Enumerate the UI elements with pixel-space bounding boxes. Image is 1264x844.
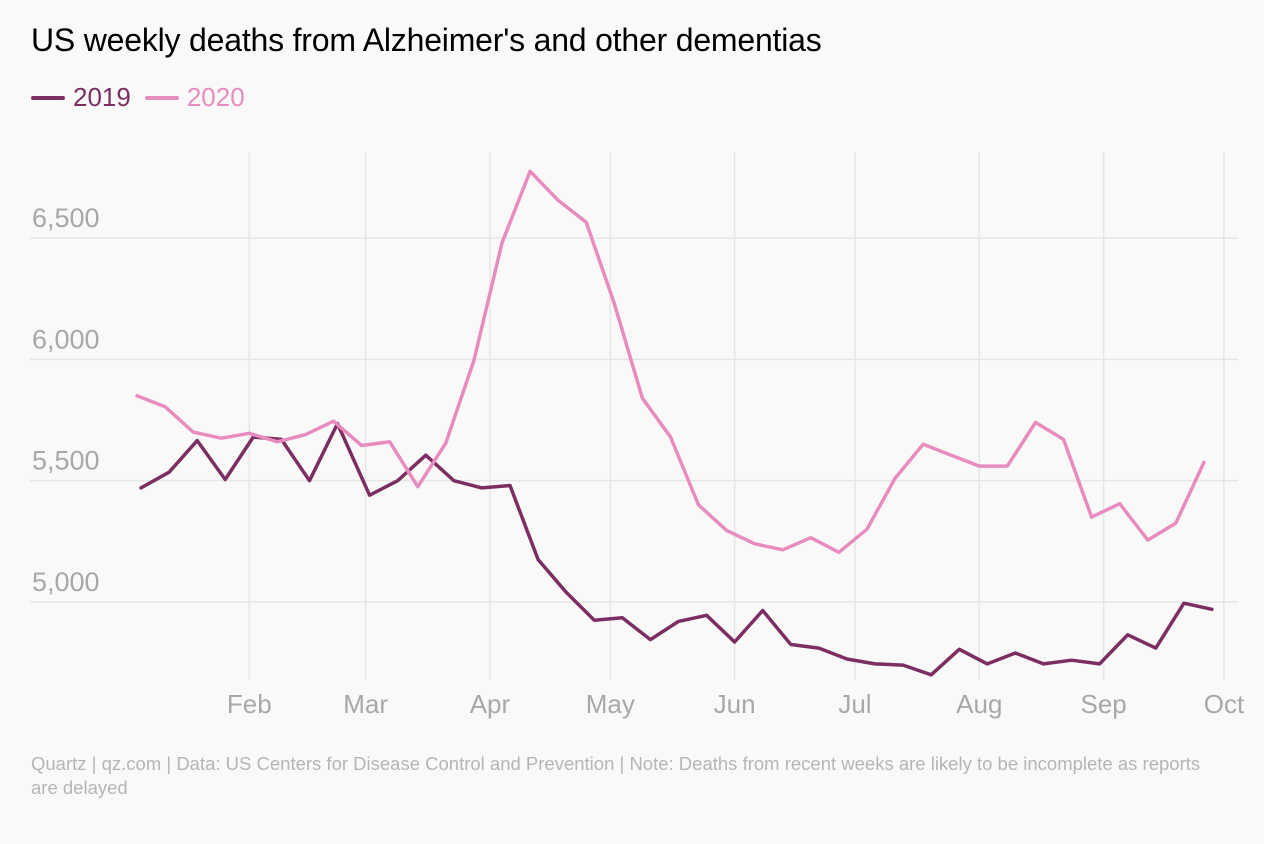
y-tick-label-5000: 5,000 <box>32 567 100 597</box>
x-tick-label-aug: Aug <box>956 689 1002 719</box>
x-gridlines <box>248 152 1225 680</box>
x-tick-label-sep: Sep <box>1081 689 1127 719</box>
y-tick-labels: 5,000 5,500 6,000 6,500 <box>32 203 100 597</box>
y-tick-label-6000: 6,000 <box>32 324 100 354</box>
legend-item-2019: 2019 <box>31 82 131 113</box>
y-tick-label-6500: 6,500 <box>32 203 100 233</box>
x-tick-labels: Feb Mar Apr May Jun Jul Aug Sep Oct <box>227 689 1245 719</box>
x-tick-label-oct: Oct <box>1204 689 1245 719</box>
x-tick-label-may: May <box>586 689 635 719</box>
legend-swatch-2019 <box>31 95 65 100</box>
series-layer <box>135 169 1214 677</box>
y-tick-label-5500: 5,500 <box>32 446 100 476</box>
series-line-2020 <box>135 169 1206 555</box>
legend-swatch-2020 <box>144 95 179 100</box>
x-tick-label-mar: Mar <box>343 689 388 719</box>
y-gridlines <box>30 237 1238 603</box>
legend-label-2020: 2020 <box>186 82 245 112</box>
x-tick-label-feb: Feb <box>227 689 272 719</box>
legend: 2019 2020 <box>31 82 245 113</box>
legend-label-2019: 2019 <box>73 82 131 112</box>
source-note: Quartz | qz.com | Data: US Centers for D… <box>31 753 1201 798</box>
x-tick-label-jun: Jun <box>714 689 756 719</box>
x-tick-label-apr: Apr <box>470 689 511 719</box>
series-line-2019 <box>139 421 1214 677</box>
legend-item-2020: 2020 <box>144 82 245 113</box>
x-tick-label-jul: Jul <box>838 689 871 719</box>
chart-title: US weekly deaths from Alzheimer's and ot… <box>31 22 822 58</box>
